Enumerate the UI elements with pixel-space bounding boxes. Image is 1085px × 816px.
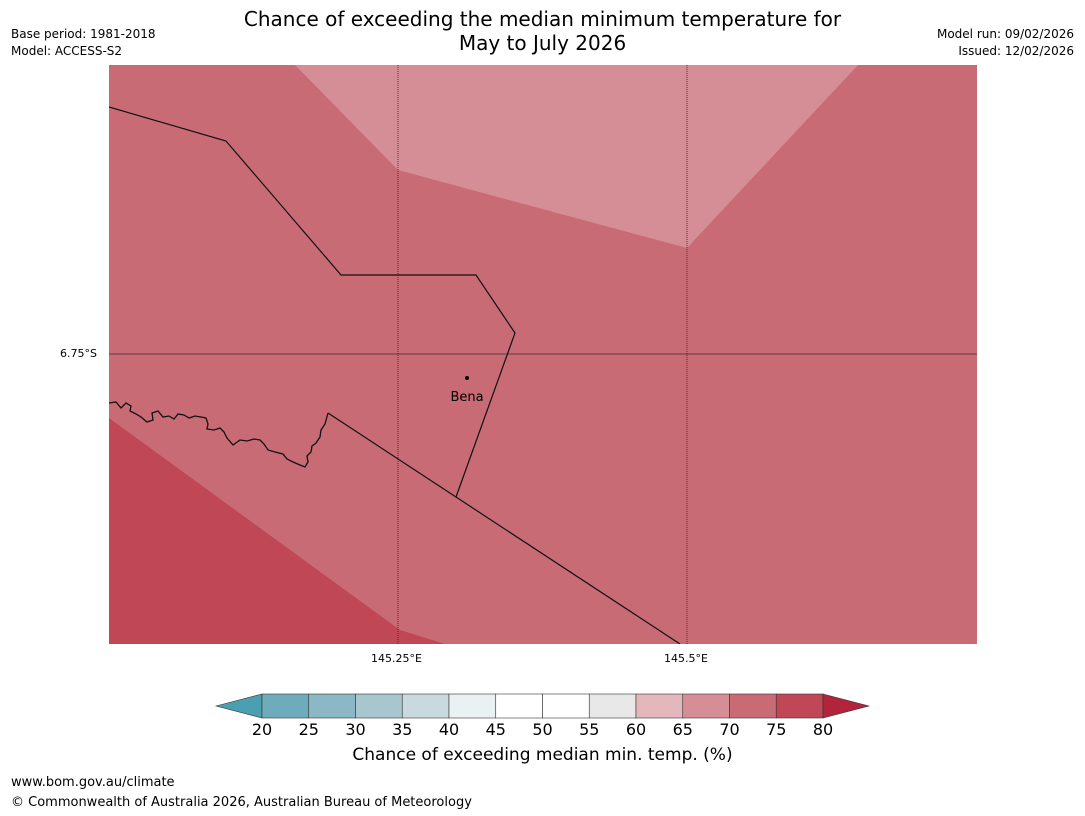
probability-band-75-80 [109, 418, 445, 644]
colorbar-tick-30: 30 [345, 720, 366, 739]
probability-band-65-70 [295, 65, 858, 248]
meta-right: Model run: 09/02/2026 Issued: 12/02/2026 [937, 26, 1074, 60]
colorbar-extend-low [214, 693, 263, 719]
footer-copyright: © Commonwealth of Australia 2026, Austra… [11, 795, 472, 810]
coastline-river [109, 401, 329, 468]
meta-left: Base period: 1981-2018 Model: ACCESS-S2 [11, 26, 156, 60]
latitude-tick-label: 6.75°S [60, 347, 97, 360]
colorbar-tick-20: 20 [251, 720, 273, 739]
colorbar-tick-65: 65 [672, 720, 693, 739]
colorbar-tick-75: 75 [766, 720, 787, 739]
colorbar [214, 693, 871, 719]
map-area [109, 65, 977, 644]
longitude-tick-label-1: 145.25°E [371, 652, 422, 665]
bena-town-marker[interactable] [465, 376, 469, 380]
colorbar-tick-70: 70 [719, 720, 740, 739]
colorbar-tick-40: 40 [438, 720, 460, 739]
colorbar-swatch-25-30 [308, 693, 356, 719]
colorbar-swatch-35-40 [401, 693, 450, 719]
colorbar-swatch-20-25 [261, 693, 310, 719]
province-boundary-south [327, 412, 681, 644]
colorbar-swatch-70-75 [729, 693, 777, 719]
title-line-1: Chance of exceeding the median minimum t… [243, 7, 842, 31]
colorbar-swatch-40-45 [448, 693, 497, 719]
base-period-label: Base period: 1981-2018 [11, 27, 156, 41]
colorbar-tick-60: 60 [625, 720, 647, 739]
colorbar-swatch-60-65 [635, 693, 684, 719]
colorbar-extend-high [822, 693, 871, 719]
colorbar-swatch-50-55 [542, 693, 590, 719]
place-label-bena: Bena [450, 390, 483, 405]
colorbar-swatch-30-35 [355, 693, 403, 719]
colorbar-swatch-75-80 [775, 693, 824, 719]
colorbar-tick-35: 35 [392, 720, 413, 739]
model-label: Model: ACCESS-S2 [11, 44, 123, 58]
colorbar-tick-45: 45 [485, 720, 506, 739]
colorbar-swatch-65-70 [682, 693, 730, 719]
colorbar-tick-25: 25 [298, 720, 319, 739]
colorbar-caption: Chance of exceeding median min. temp. (%… [352, 745, 733, 765]
colorbar-tick-80: 80 [812, 720, 834, 739]
colorbar-tick-55: 55 [579, 720, 600, 739]
issued-label: Issued: 12/02/2026 [958, 44, 1074, 58]
colorbar-swatch-45-50 [495, 693, 543, 719]
colorbar-swatch-55-60 [588, 693, 637, 719]
chart-title: Chance of exceeding the median minimum t… [0, 7, 1085, 55]
longitude-tick-label-2: 145.5°E [664, 652, 708, 665]
colorbar-tick-50: 50 [532, 720, 553, 739]
province-boundary [109, 106, 516, 498]
footer-url[interactable]: www.bom.gov.au/climate [11, 775, 175, 790]
model-run-label: Model run: 09/02/2026 [936, 27, 1074, 41]
title-line-2: May to July 2026 [458, 31, 627, 55]
